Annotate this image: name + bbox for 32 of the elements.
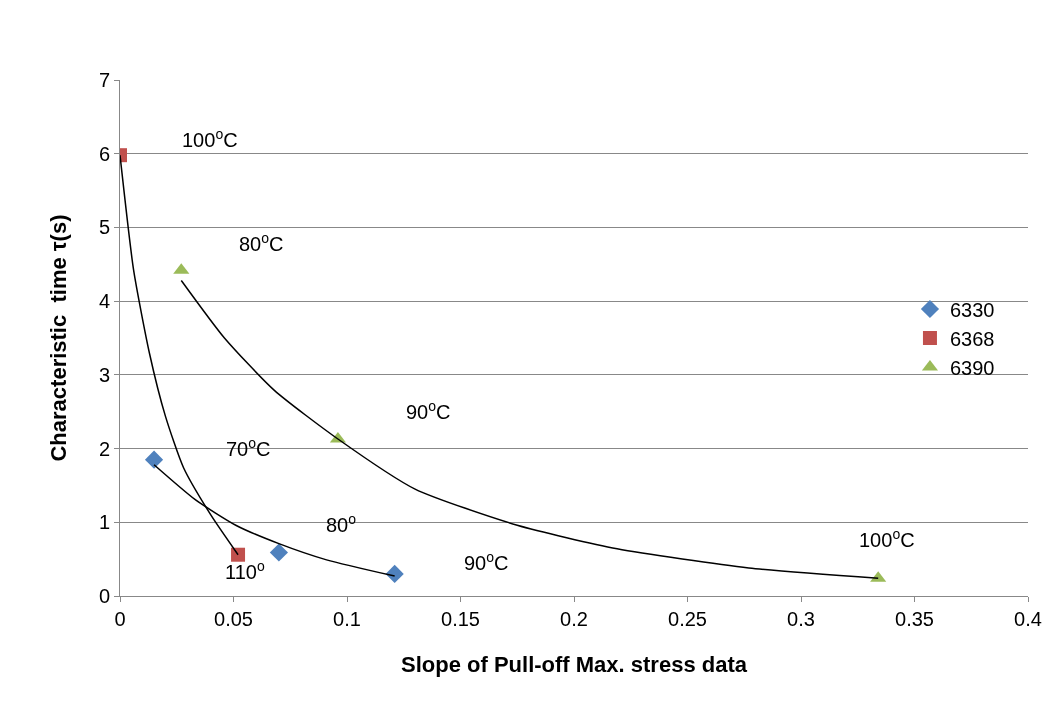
x-tick-label: 0.3 (787, 608, 815, 630)
point (269, 543, 288, 562)
x-tick-label: 0 (114, 608, 126, 630)
y-tick-label: 7 (98, 69, 110, 91)
legend-label: 6390 (949, 356, 995, 379)
annotation: 100$^{o}$C (859, 526, 915, 552)
x-tick-label: 0.05 (214, 608, 253, 630)
annotation: 90$^{o}$C (464, 549, 509, 575)
x-tick-label: 0.35 (895, 608, 934, 630)
y-tick-label: 0 (98, 585, 110, 607)
legend-label: 6330 (949, 298, 995, 321)
annotation: 100$^{o}$C (182, 126, 238, 152)
x-tick-label: 0.4 (1014, 608, 1042, 630)
annotation: 70$^{o}$C (226, 435, 271, 461)
y-tick-label: 5 (98, 216, 110, 239)
legend-label: 6368 (949, 327, 995, 350)
annotation: 110$^{o}$ (225, 558, 265, 584)
y-axis-title: Characteristic time τ(s) (46, 214, 71, 462)
point (144, 450, 164, 469)
y-tick-label: 1 (98, 511, 110, 534)
y-tick-label: 6 (98, 142, 110, 165)
y-tick-label: 4 (98, 290, 110, 313)
x-tick-label: 0.1 (333, 608, 361, 630)
annotation: 80$^{o}$ (326, 511, 357, 537)
x-tick-label: 0.2 (560, 608, 588, 630)
y-tick-label: 3 (98, 363, 110, 386)
annotation: 90$^{o}$C (406, 398, 451, 424)
x-tick-label: 0.25 (668, 608, 707, 630)
x-axis-title: Slope of Pull-off Max. stress data (401, 652, 748, 677)
x-tick-label: 0.15 (441, 608, 480, 630)
y-tick-label: 2 (98, 437, 110, 460)
annotation: 80$^{o}$C (239, 230, 284, 256)
